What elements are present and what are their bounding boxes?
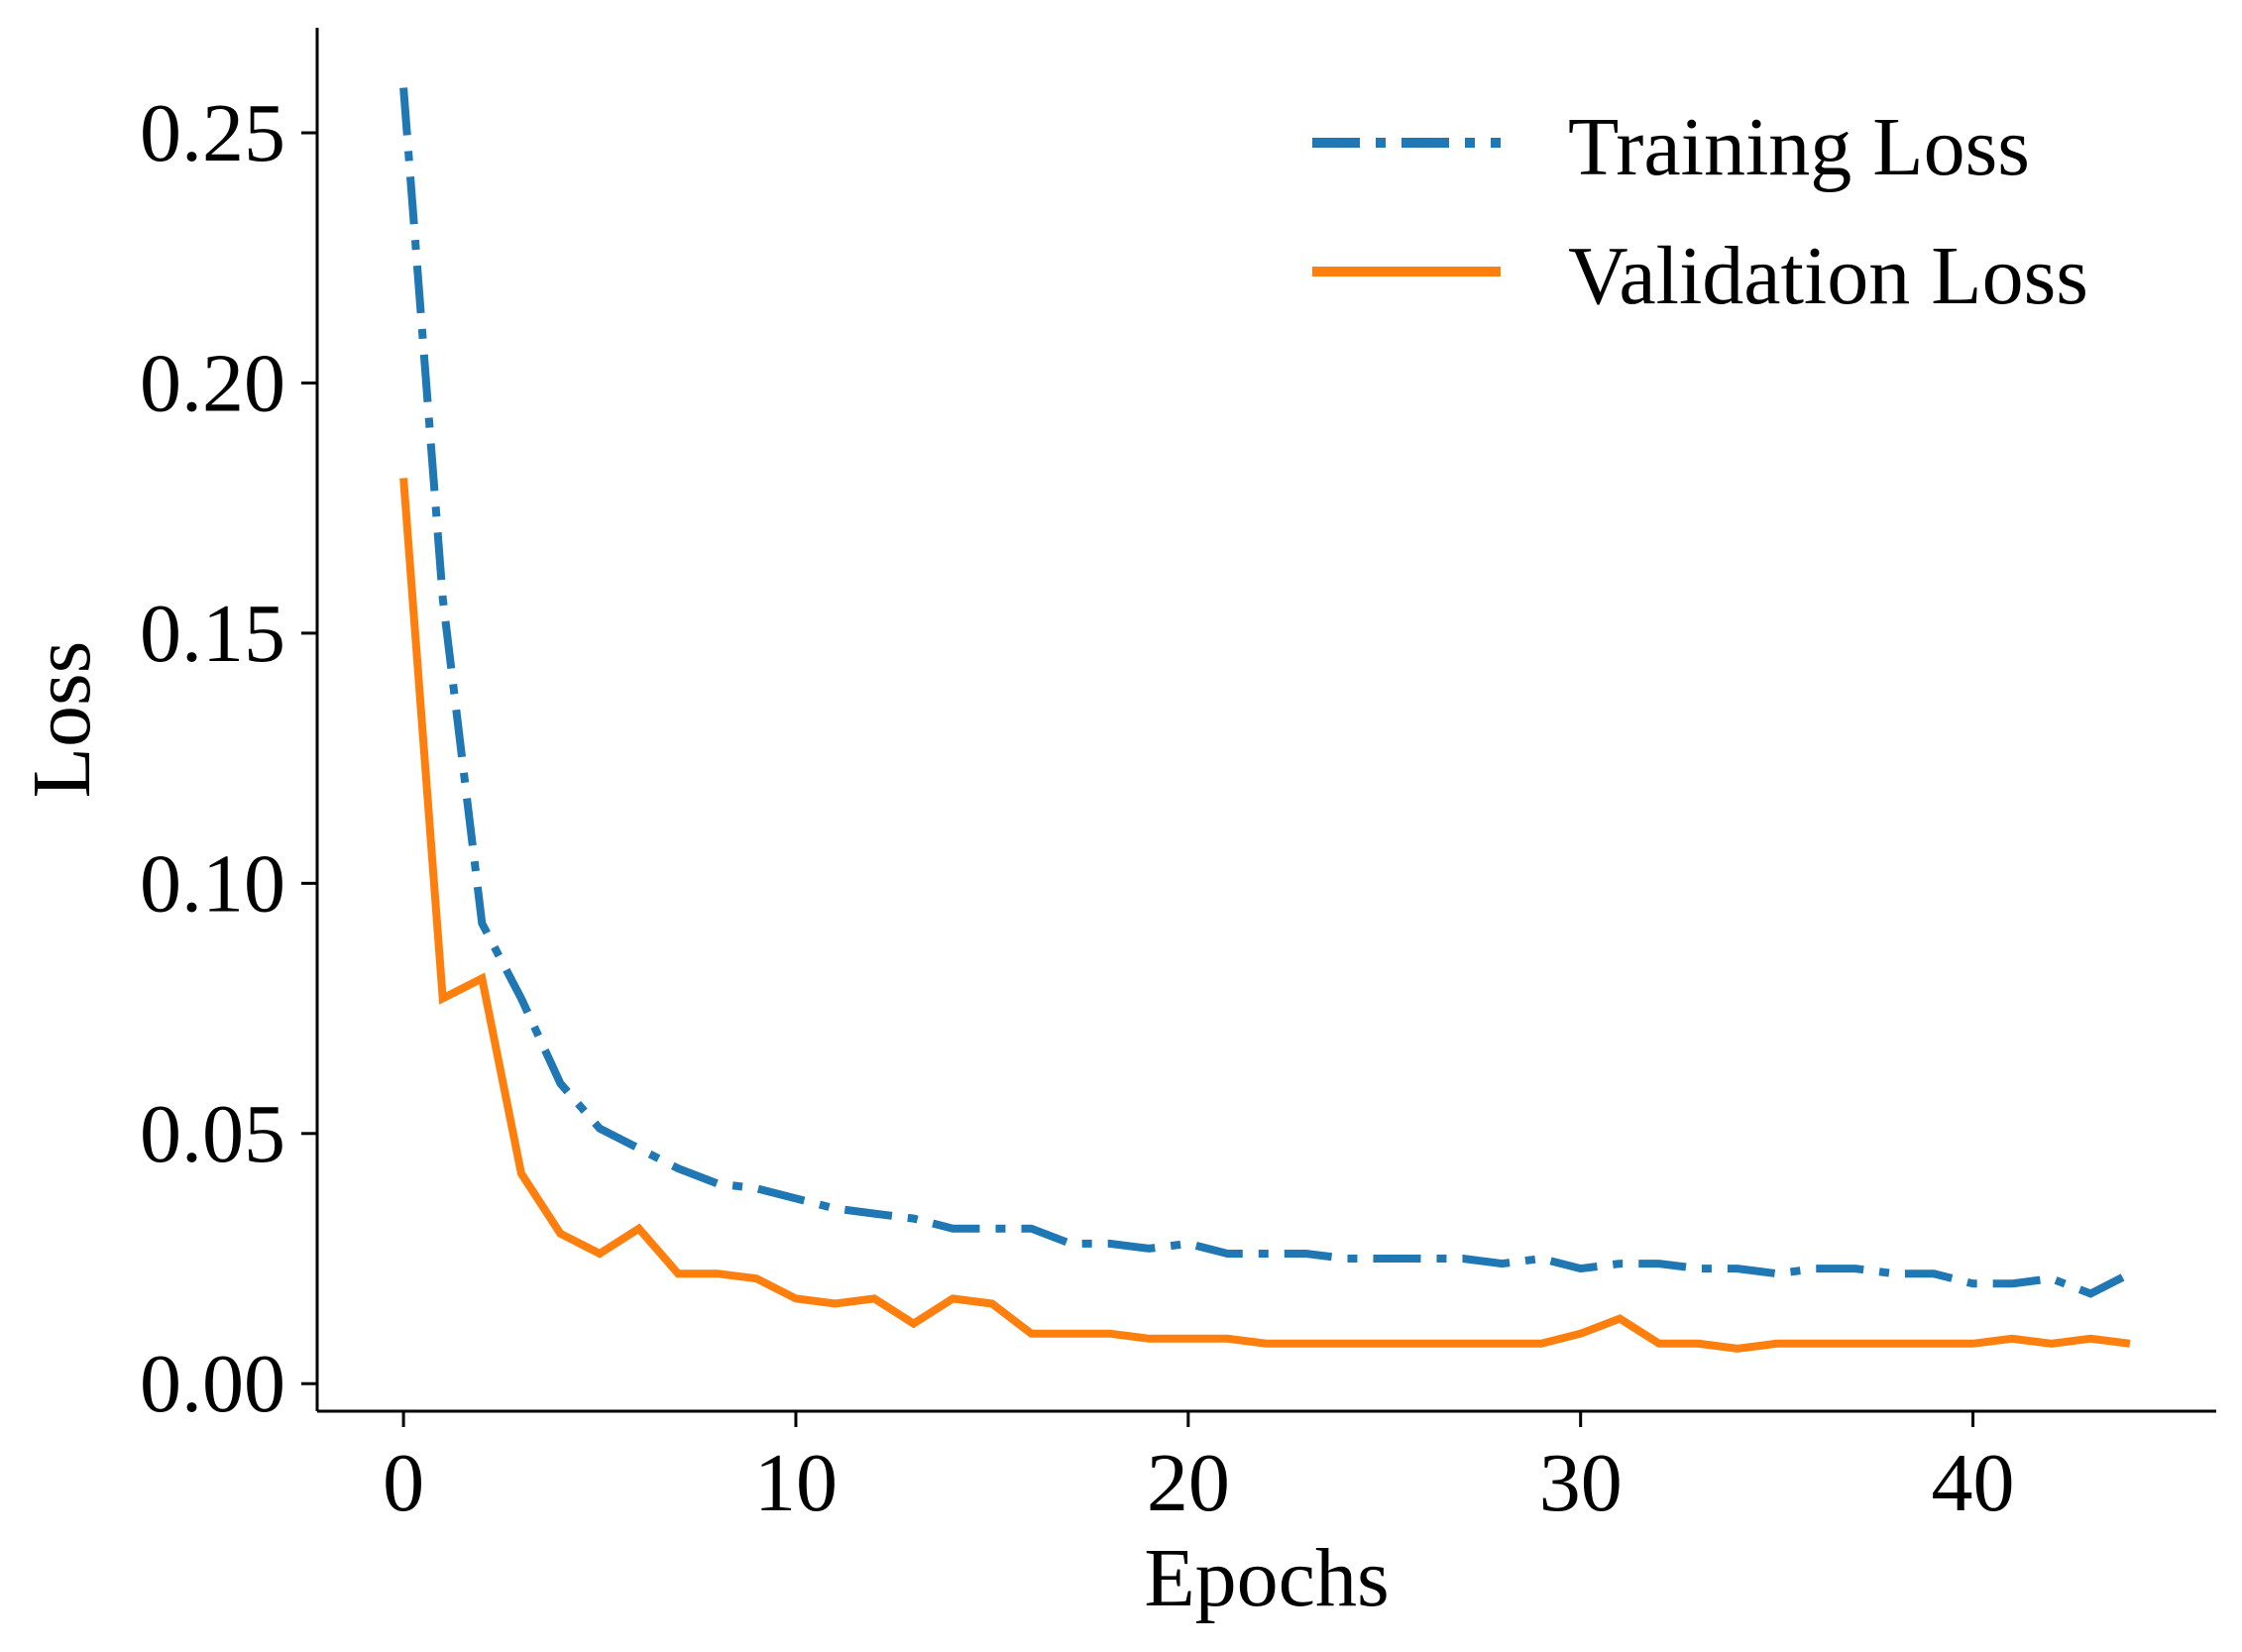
x-ticks: 0 10 20 30 40 [383, 1411, 2015, 1529]
y-tick-label: 0.15 [140, 588, 285, 680]
series-layer [399, 87, 2132, 1353]
y-tick-label: 0.25 [140, 87, 285, 179]
y-tick-label: 0.00 [140, 1338, 285, 1430]
y-tick-label: 0.10 [140, 837, 285, 930]
x-tick-label: 20 [1147, 1437, 1230, 1529]
legend-label-validation: Validation Loss [1568, 230, 2088, 322]
x-tick-label: 30 [1539, 1437, 1623, 1529]
x-tick-label: 10 [754, 1437, 838, 1529]
legend-label-training: Training Loss [1568, 101, 2030, 193]
legend: Training Loss Validation Loss [1312, 101, 2088, 322]
x-axis-label: Epochs [1144, 1532, 1389, 1624]
x-tick-label: 0 [383, 1437, 424, 1529]
training-loss-line [399, 87, 2132, 1298]
y-axis-label: Loss [16, 641, 108, 799]
y-tick-label: 0.20 [140, 337, 285, 429]
x-tick-label: 40 [1932, 1437, 2015, 1529]
y-ticks: 0.00 0.05 0.10 0.15 0.20 0.25 [140, 87, 317, 1430]
validation-loss-line [399, 478, 2131, 1353]
y-tick-label: 0.05 [140, 1088, 285, 1180]
